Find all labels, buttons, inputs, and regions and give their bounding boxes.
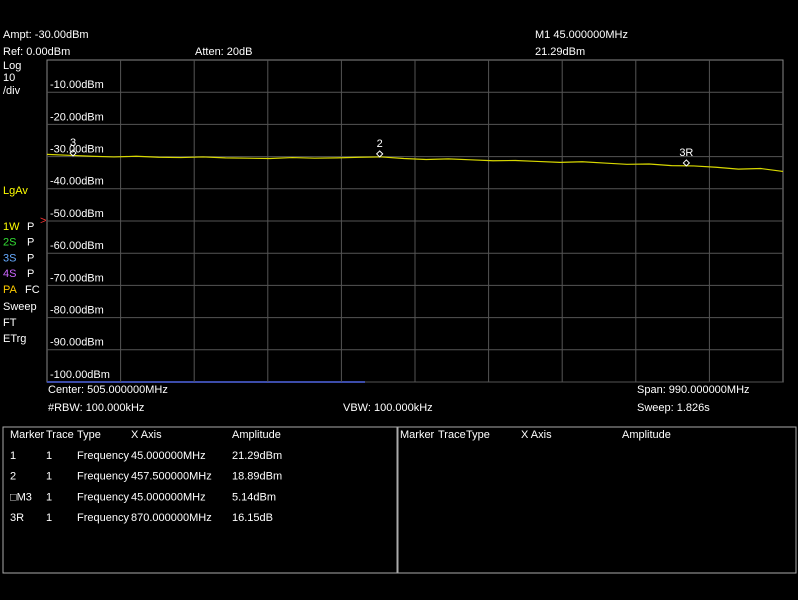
- rbw: #RBW: 100.000kHz: [48, 402, 144, 414]
- table-cell: 1: [46, 491, 52, 503]
- marker-label: 3: [70, 137, 76, 149]
- table-cell: 1: [10, 450, 16, 462]
- table-header: Trace: [438, 429, 466, 441]
- y-tick-label: -90.00dBm: [50, 337, 104, 349]
- y-tick-label: -70.00dBm: [50, 272, 104, 284]
- fc: FC: [25, 284, 40, 296]
- table-header: Type: [466, 429, 490, 441]
- trace-state: P: [27, 237, 34, 249]
- table-cell: 45.000000MHz: [131, 450, 206, 462]
- table-cell: 21.29dBm: [232, 450, 282, 462]
- side-item: FT: [3, 317, 17, 329]
- marker-panel-right: [397, 426, 797, 574]
- y-tick-label: -40.00dBm: [50, 176, 104, 188]
- scale-unit: /div: [3, 85, 21, 97]
- pa: PA: [3, 284, 18, 296]
- table-header: X Axis: [521, 429, 552, 441]
- marker-freq: M1 45.000000MHz: [535, 29, 628, 41]
- sweep-time: Sweep: 1.826s: [637, 402, 710, 414]
- trace-state: P: [27, 252, 34, 264]
- table-cell: 3R: [10, 512, 24, 524]
- detector: LgAv: [3, 185, 28, 197]
- marker-diamond: [69, 149, 77, 157]
- table-cell: Frequency: [77, 512, 129, 524]
- marker-panel-left: [2, 426, 398, 574]
- y-tick-label: -10.00dBm: [50, 79, 104, 91]
- table-cell: 5.14dBm: [232, 491, 276, 503]
- marker-diamond: [682, 159, 691, 167]
- table-cell: 45.000000MHz: [131, 491, 206, 503]
- ampt: Ampt: -30.00dBm: [3, 29, 89, 41]
- ref: Ref: 0.00dBm: [3, 46, 70, 58]
- trace-state: P: [27, 268, 34, 280]
- marker-amp: 21.29dBm: [535, 46, 585, 58]
- marker-diamond: [375, 150, 384, 158]
- y-tick-label: -60.00dBm: [50, 240, 104, 252]
- center: Center: 505.000000MHz: [48, 384, 168, 396]
- trace-name: 2S: [3, 237, 16, 249]
- table-header: Marker: [10, 429, 45, 441]
- span: Span: 990.000000MHz: [637, 384, 750, 396]
- y-tick-label: -100.00dBm: [50, 369, 110, 381]
- ref-indicator: >: [40, 215, 46, 227]
- y-tick-label: -80.00dBm: [50, 305, 104, 317]
- scale-value: 10: [3, 72, 15, 84]
- side-item: ETrg: [3, 333, 26, 345]
- trace: [46, 153, 784, 173]
- scale-type: Log: [3, 60, 21, 72]
- table-cell: 870.000000MHz: [131, 512, 212, 524]
- table-cell: 1: [46, 512, 52, 524]
- table-cell: Frequency: [77, 491, 129, 503]
- table-header: Trace: [46, 429, 74, 441]
- table-cell: 1: [46, 450, 52, 462]
- atten: Atten: 20dB: [195, 46, 253, 58]
- table-header: X Axis: [131, 429, 162, 441]
- side-item: Sweep: [3, 301, 37, 313]
- marker-label: 3R: [679, 147, 693, 159]
- vbw: VBW: 100.000kHz: [343, 402, 433, 414]
- trace-name: 4S: [3, 268, 16, 280]
- table-cell: 457.500000MHz: [131, 471, 212, 483]
- marker-label: 2: [377, 138, 383, 150]
- trace-name: 1W: [3, 221, 20, 233]
- table-header: Marker: [400, 429, 435, 441]
- table-header: Amplitude: [232, 429, 281, 441]
- trace-name: 3S: [3, 252, 16, 264]
- table-cell: 16.15dB: [232, 512, 273, 524]
- table-cell: Frequency: [77, 471, 129, 483]
- table-cell: 18.89dBm: [232, 471, 282, 483]
- table-cell: □M3: [10, 491, 32, 503]
- table-cell: 2: [10, 471, 16, 483]
- y-tick-label: -50.00dBm: [50, 208, 104, 220]
- table-header: Amplitude: [622, 429, 671, 441]
- table-cell: Frequency: [77, 450, 129, 462]
- trace-state: P: [27, 221, 34, 233]
- y-tick-label: -20.00dBm: [50, 111, 104, 123]
- table-cell: 1: [46, 471, 52, 483]
- table-header: Type: [77, 429, 101, 441]
- y-tick-label: -30.00dBm: [50, 144, 104, 156]
